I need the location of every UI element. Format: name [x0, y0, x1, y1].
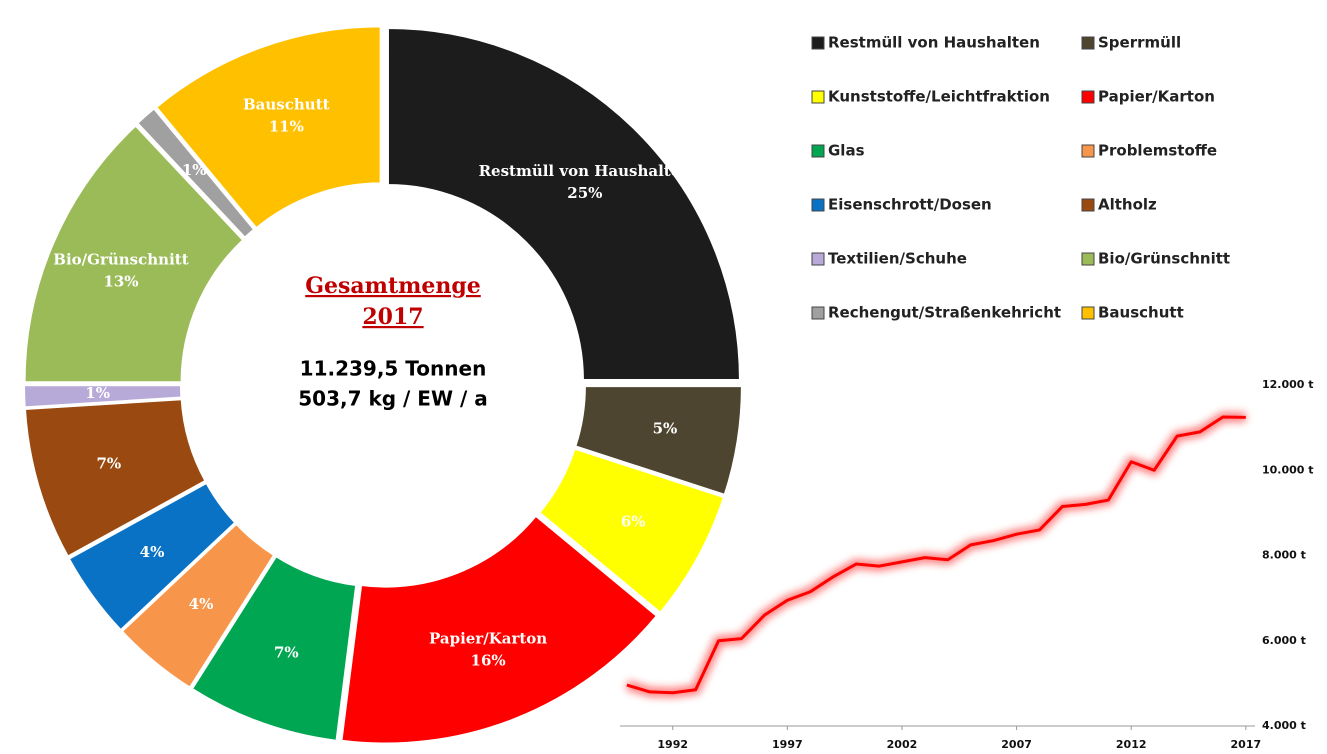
slice-value-label: 5% [653, 420, 678, 438]
pie-slice [23, 398, 207, 558]
y-tick-label: 4.000 t [1262, 719, 1306, 732]
legend-label: Altholz [1098, 196, 1157, 214]
legend-swatch [811, 36, 825, 50]
center-total: 11.239,5 Tonnen [300, 357, 487, 381]
slice-category-label: Bauschutt [243, 95, 330, 113]
line [626, 415, 1246, 695]
center-title: Gesamtmenge [305, 273, 481, 299]
legend-label: Sperrmüll [1098, 34, 1181, 52]
legend-swatch [1081, 36, 1095, 50]
pie-slice [23, 124, 245, 384]
slice-value-label: 7% [96, 455, 121, 473]
x-tick-label: 2007 [1001, 738, 1032, 751]
slice-value-label: 25% [567, 184, 602, 202]
legend-label: Textilien/Schuhe [828, 250, 967, 268]
legend-label: Rechengut/Straßenkehricht [828, 304, 1061, 322]
legend-swatch [811, 144, 825, 158]
legend-label: Problemstoffe [1098, 142, 1217, 160]
slice-value-label: 13% [103, 273, 138, 291]
pie-slice [67, 481, 237, 632]
slice-value-label: 1% [182, 161, 207, 179]
center-year: 2017 [362, 304, 423, 330]
legend-swatch [1081, 144, 1095, 158]
legend-swatch [811, 252, 825, 266]
legend-label: Bauschutt [1098, 304, 1184, 322]
pie-slice [537, 447, 726, 615]
x-tick-label: 2002 [887, 738, 918, 751]
pie-slice [340, 514, 659, 745]
slice-value-label: 6% [621, 513, 646, 531]
slice-value-label: 4% [189, 595, 214, 613]
legend-label: Bio/Grünschnitt [1098, 250, 1230, 268]
legend-swatch [1081, 90, 1095, 104]
legend-label: Restmüll von Haushalten [828, 34, 1040, 52]
slice-value-label: 7% [274, 644, 299, 662]
x-tick-label: 2017 [1231, 738, 1262, 751]
slice-value-label: 1% [85, 384, 110, 402]
pie-slice [190, 554, 358, 742]
y-tick-label: 10.000 t [1262, 463, 1314, 476]
x-tick-label: 1992 [657, 738, 688, 751]
pie-slice [120, 522, 276, 689]
y-tick-label: 8.000 t [1262, 549, 1306, 562]
y-tick-label: 6.000 t [1262, 634, 1306, 647]
slice-category-label: Restmüll von Haushalten [479, 162, 692, 180]
legend-label: Papier/Karton [1098, 88, 1215, 106]
legend-swatch [1081, 198, 1095, 212]
slice-value-label: 16% [471, 651, 506, 669]
x-tick-label: 2012 [1116, 738, 1147, 751]
legend-label: Kunststoffe/Leichtfraktion [828, 88, 1050, 106]
legend-label: Glas [828, 142, 865, 160]
pie-slice [135, 107, 256, 240]
legend-swatch [1081, 252, 1095, 266]
slice-category-label: Bio/Grünschnitt [53, 251, 188, 269]
x-tick-label: 1997 [772, 738, 803, 751]
slice-value-label: 4% [140, 543, 165, 561]
center-per-capita: 503,7 kg / EW / a [298, 387, 488, 411]
pie-slice [23, 384, 183, 409]
pie-slice [154, 25, 382, 230]
legend-swatch [1081, 306, 1095, 320]
pie-slice [574, 385, 743, 497]
y-tick-label: 12.000 t [1262, 378, 1314, 391]
slice-category-label: Papier/Karton [429, 629, 547, 647]
legend-label: Eisenschrott/Dosen [828, 196, 992, 214]
legend-swatch [811, 306, 825, 320]
legend-swatch [811, 90, 825, 104]
legend-swatch [811, 198, 825, 212]
slice-value-label: 11% [269, 117, 304, 135]
pie-slice [386, 27, 741, 382]
